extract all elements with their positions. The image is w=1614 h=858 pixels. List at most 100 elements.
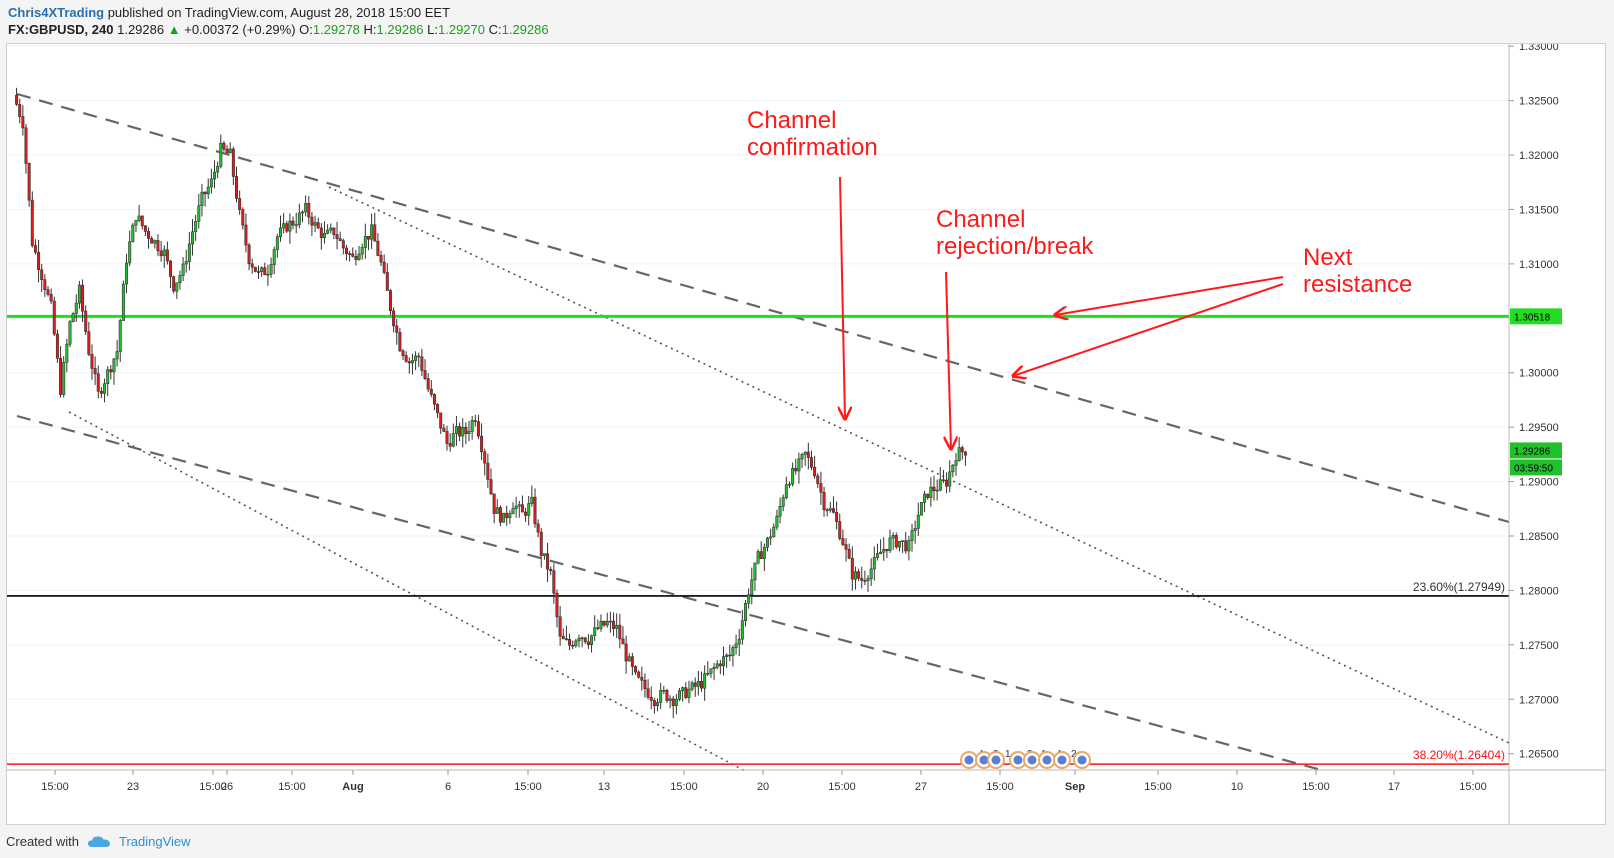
candle-body[interactable] — [744, 603, 747, 621]
candle-body[interactable] — [671, 698, 675, 707]
candle-body[interactable] — [93, 368, 97, 375]
candle-body[interactable] — [106, 369, 110, 384]
candle-body[interactable] — [33, 245, 37, 253]
candle-body[interactable] — [382, 261, 386, 273]
candle-body[interactable] — [894, 535, 898, 548]
candle-body[interactable] — [266, 273, 270, 276]
candle-body[interactable] — [564, 638, 568, 641]
candle-body[interactable] — [360, 247, 364, 255]
candle-body[interactable] — [222, 142, 226, 150]
candle-body[interactable] — [753, 562, 757, 581]
candle-body[interactable] — [935, 489, 939, 492]
candle-body[interactable] — [725, 654, 729, 657]
symbol-label[interactable]: FX:GBPUSD, 240 — [8, 22, 114, 37]
candle-body[interactable] — [147, 231, 151, 239]
candle-body[interactable] — [209, 178, 213, 188]
candle-body[interactable] — [282, 223, 286, 229]
candle-body[interactable] — [605, 620, 609, 626]
candle-body[interactable] — [656, 702, 660, 707]
candle-body[interactable] — [809, 457, 813, 468]
candle-body[interactable] — [681, 687, 685, 692]
candle-body[interactable] — [813, 466, 817, 477]
candle-body[interactable] — [373, 224, 377, 242]
candle-body[interactable] — [866, 578, 870, 581]
candle-body[interactable] — [275, 236, 279, 250]
candle-body[interactable] — [307, 203, 311, 218]
candle-body[interactable] — [640, 676, 644, 681]
candle-body[interactable] — [219, 142, 223, 167]
candle-body[interactable] — [191, 231, 195, 245]
candle-body[interactable] — [517, 504, 521, 507]
candle-body[interactable] — [414, 355, 418, 361]
candle-body[interactable] — [357, 253, 361, 260]
candle-body[interactable] — [954, 460, 958, 466]
candle-body[interactable] — [715, 663, 719, 668]
candle-body[interactable] — [288, 220, 292, 232]
candle-body[interactable] — [520, 504, 524, 513]
candle-body[interactable] — [722, 656, 725, 667]
candle-body[interactable] — [508, 513, 512, 519]
candle-body[interactable] — [527, 503, 531, 516]
candle-body[interactable] — [718, 663, 722, 667]
candle-body[interactable] — [828, 508, 832, 511]
candle-body[interactable] — [634, 666, 638, 673]
candle-body[interactable] — [750, 579, 754, 595]
candle-body[interactable] — [169, 260, 173, 277]
candle-body[interactable] — [885, 548, 889, 551]
candle-body[interactable] — [30, 199, 34, 246]
candle-body[interactable] — [241, 209, 245, 226]
candle-body[interactable] — [765, 537, 769, 548]
candle-body[interactable] — [197, 205, 201, 222]
candle-body[interactable] — [875, 553, 879, 558]
candle-body[interactable] — [552, 570, 556, 594]
candle-body[interactable] — [637, 671, 641, 678]
candle-body[interactable] — [445, 431, 449, 444]
candle-body[interactable] — [84, 310, 88, 332]
candle-body[interactable] — [476, 421, 480, 437]
candle-body[interactable] — [454, 426, 458, 434]
candle-body[interactable] — [901, 540, 905, 542]
candle-body[interactable] — [341, 240, 345, 249]
candle-body[interactable] — [15, 94, 19, 105]
candle-body[interactable] — [803, 451, 807, 455]
candle-body[interactable] — [728, 654, 732, 657]
candle-body[interactable] — [43, 279, 47, 290]
candle-body[interactable] — [68, 321, 72, 345]
candle-body[interactable] — [674, 699, 678, 707]
candle-body[interactable] — [313, 222, 317, 226]
candle-body[interactable] — [376, 240, 380, 256]
candle-body[interactable] — [172, 276, 176, 292]
candle-body[interactable] — [621, 638, 625, 645]
candle-body[interactable] — [363, 235, 367, 248]
candle-body[interactable] — [461, 426, 465, 437]
candle-body[interactable] — [260, 267, 264, 272]
candle-body[interactable] — [612, 620, 616, 629]
candle-body[interactable] — [844, 544, 848, 550]
candle-body[interactable] — [891, 535, 895, 539]
candle-body[interactable] — [467, 431, 471, 434]
candle-body[interactable] — [879, 551, 883, 555]
candle-body[interactable] — [593, 627, 597, 636]
author-link[interactable]: Chris4XTrading — [8, 5, 105, 20]
candle-body[interactable] — [580, 637, 584, 640]
candle-body[interactable] — [627, 656, 631, 662]
tradingview-brand[interactable]: TradingView — [118, 834, 191, 849]
candle-body[interactable] — [938, 479, 942, 491]
candle-body[interactable] — [335, 234, 339, 239]
candle-body[interactable] — [99, 390, 103, 394]
candle-body[interactable] — [297, 212, 301, 226]
candle-body[interactable] — [49, 293, 53, 302]
candle-body[interactable] — [316, 222, 320, 229]
candle-body[interactable] — [71, 313, 75, 323]
candle-body[interactable] — [668, 698, 672, 701]
candle-body[interactable] — [77, 284, 81, 304]
candle-body[interactable] — [498, 507, 502, 523]
candle-body[interactable] — [115, 351, 119, 360]
candle-body[interactable] — [652, 700, 656, 707]
candle-body[interactable] — [62, 361, 66, 395]
candle-body[interactable] — [257, 271, 260, 273]
candle-body[interactable] — [822, 491, 826, 511]
candle-body[interactable] — [489, 479, 493, 495]
candle-body[interactable] — [951, 464, 955, 473]
candle-body[interactable] — [630, 656, 634, 667]
